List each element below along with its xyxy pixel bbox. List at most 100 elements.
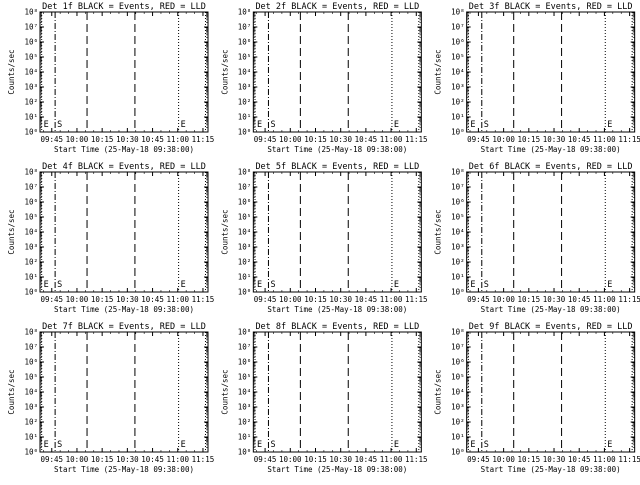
y-tick-label: 10⁸	[451, 168, 465, 177]
plot-frame	[466, 331, 636, 453]
x-tick-label: 10:00	[66, 455, 89, 464]
marker-label: S	[484, 280, 489, 290]
marker-label: E	[607, 280, 612, 290]
panel-title: Det 3f BLACK = Events, RED = LLD	[469, 2, 633, 12]
y-tick-label: 10⁴	[238, 68, 252, 77]
x-tick-label: 10:00	[66, 295, 89, 304]
y-tick-label: 10⁵	[451, 213, 465, 222]
y-tick-label: 10⁶	[451, 358, 465, 367]
panel-title: Det 9f BLACK = Events, RED = LLD	[469, 322, 633, 332]
x-tick-label: 11:15	[618, 295, 640, 304]
detector-panel: Det 9f BLACK = Events, RED = LLD 10⁰ 10¹ 10…	[434, 322, 640, 474]
marker-label: E	[44, 280, 49, 290]
detector-panel: Det 7f BLACK = Events, RED = LLD 10⁰ 10¹ 10…	[7, 322, 214, 474]
x-axis-label: Start Time (25-May-18 09:38:00)	[267, 465, 407, 474]
marker-label: E	[394, 280, 399, 290]
y-tick-label: 10⁵	[24, 373, 38, 382]
marker-label: E	[607, 440, 612, 450]
y-tick-label: 10³	[238, 243, 252, 252]
y-tick-label: 10⁴	[24, 228, 38, 237]
x-tick-label: 10:30	[543, 135, 566, 144]
x-axis-label: Start Time (25-May-18 09:38:00)	[481, 465, 621, 474]
detector-panel: Det 5f BLACK = Events, RED = LLD 10⁰ 10¹ 10…	[220, 162, 427, 314]
x-tick-label: 10:15	[518, 295, 541, 304]
y-tick-label: 10⁰	[238, 448, 252, 457]
marker-label: E	[394, 120, 399, 130]
y-tick-label: 10⁸	[24, 168, 38, 177]
x-tick-label: 10:30	[116, 455, 139, 464]
y-tick-label: 10⁷	[238, 23, 252, 32]
x-tick-label: 10:45	[568, 455, 591, 464]
x-tick-label: 11:15	[405, 455, 428, 464]
y-tick-label: 10⁷	[451, 23, 465, 32]
y-axis-label: Counts/sec	[220, 49, 229, 94]
x-tick-label: 10:45	[141, 135, 164, 144]
x-tick-label: 10:45	[355, 295, 378, 304]
x-tick-label: 11:00	[593, 455, 616, 464]
plot-frame	[252, 171, 422, 293]
plot-frame	[466, 11, 636, 133]
marker-label: E	[394, 440, 399, 450]
y-tick-label: 10²	[238, 418, 252, 427]
y-tick-label: 10⁵	[451, 373, 465, 382]
y-tick-label: 10⁸	[451, 8, 465, 17]
marker-label: S	[57, 440, 62, 450]
x-tick-label: 10:45	[568, 295, 591, 304]
x-tick-label: 10:30	[543, 295, 566, 304]
y-tick-label: 10³	[24, 403, 38, 412]
y-tick-label: 10¹	[24, 273, 38, 282]
x-tick-label: 10:00	[492, 295, 515, 304]
x-tick-label: 11:15	[192, 455, 215, 464]
x-tick-label: 10:45	[141, 455, 164, 464]
x-tick-label: 10:15	[518, 455, 541, 464]
y-axis-label: Counts/sec	[220, 209, 229, 254]
y-tick-label: 10³	[238, 403, 252, 412]
y-axis-label: Counts/sec	[434, 369, 443, 414]
x-tick-label: 11:15	[192, 295, 215, 304]
x-axis-label: Start Time (25-May-18 09:38:00)	[54, 145, 194, 154]
y-tick-label: 10⁶	[238, 198, 252, 207]
x-tick-label: 10:30	[329, 295, 352, 304]
y-tick-label: 10³	[24, 83, 38, 92]
y-tick-label: 10²	[238, 98, 252, 107]
y-tick-label: 10⁶	[24, 38, 38, 47]
x-axis-label: Start Time (25-May-18 09:38:00)	[54, 305, 194, 314]
marker-label: S	[57, 120, 62, 130]
y-tick-label: 10⁰	[451, 448, 465, 457]
y-tick-label: 10²	[24, 258, 38, 267]
y-tick-label: 10³	[451, 403, 465, 412]
y-tick-label: 10⁶	[451, 198, 465, 207]
y-tick-label: 10⁶	[451, 38, 465, 47]
marker-label: E	[181, 280, 186, 290]
x-tick-label: 10:45	[568, 135, 591, 144]
x-tick-label: 11:00	[593, 295, 616, 304]
y-tick-label: 10²	[24, 98, 38, 107]
y-tick-label: 10³	[451, 83, 465, 92]
x-tick-label: 10:15	[91, 455, 114, 464]
marker-label: E	[257, 120, 262, 130]
y-tick-label: 10⁸	[24, 8, 38, 17]
x-tick-label: 10:00	[66, 135, 89, 144]
y-tick-label: 10⁰	[238, 128, 252, 137]
y-tick-label: 10⁷	[24, 183, 38, 192]
y-tick-label: 10⁶	[238, 358, 252, 367]
y-tick-label: 10⁴	[24, 388, 38, 397]
plot-frame	[39, 11, 209, 133]
y-tick-label: 10⁷	[24, 23, 38, 32]
y-tick-label: 10¹	[24, 113, 38, 122]
marker-label: E	[257, 280, 262, 290]
x-tick-label: 10:00	[279, 455, 302, 464]
y-tick-label: 10¹	[238, 273, 252, 282]
detector-panel: Det 8f BLACK = Events, RED = LLD 10⁰ 10¹ 10…	[220, 322, 427, 474]
marker-label: S	[57, 280, 62, 290]
x-tick-label: 10:45	[355, 455, 378, 464]
detector-panel: Det 3f BLACK = Events, RED = LLD 10⁰ 10¹ 10…	[434, 2, 640, 154]
y-tick-label: 10⁸	[238, 168, 252, 177]
x-tick-label: 09:45	[254, 135, 277, 144]
y-tick-label: 10¹	[238, 433, 252, 442]
x-tick-label: 09:45	[40, 295, 63, 304]
plot-frame	[466, 171, 636, 293]
x-tick-label: 10:00	[492, 455, 515, 464]
y-tick-label: 10³	[24, 243, 38, 252]
